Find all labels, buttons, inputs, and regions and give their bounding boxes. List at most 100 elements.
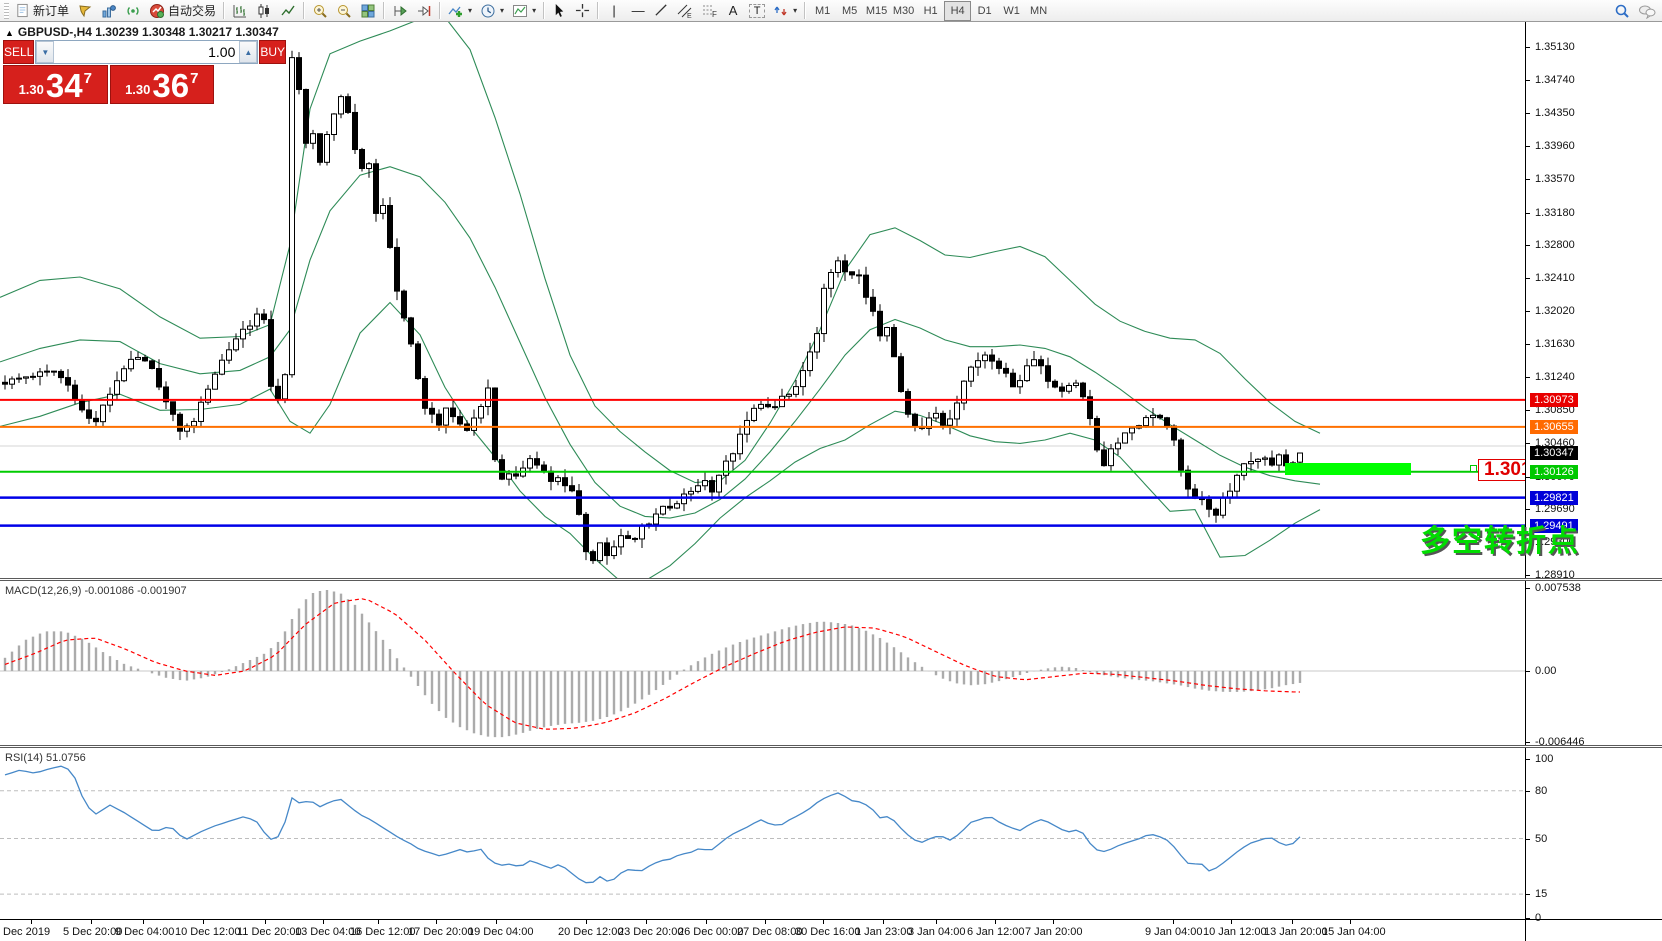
time-axis-label: Dec 2019 <box>3 926 51 938</box>
zoom-in-icon <box>314 4 327 18</box>
volume-input[interactable] <box>54 41 240 63</box>
cursor-button[interactable] <box>548 1 571 21</box>
buy-price-button[interactable]: 1.30 36 7 <box>109 65 214 104</box>
candlestick-icon <box>258 3 270 18</box>
main-chart-row: ▲ GBPUSD-,H4 1.30239 1.30348 1.30217 1.30… <box>0 22 1662 581</box>
timeframe-button-d1[interactable]: D1 <box>971 1 998 21</box>
price-badge: 1.30126 <box>1530 464 1578 479</box>
time-tick <box>91 920 92 924</box>
toolbar-separator <box>223 2 226 19</box>
arrows-button[interactable]: ▾ <box>769 1 801 21</box>
fibonacci-icon: F <box>703 5 717 19</box>
trendline-handle[interactable] <box>1470 465 1477 472</box>
macd-pane[interactable]: MACD(12,26,9) -0.001086 -0.001907 <box>0 581 1525 745</box>
periods-button[interactable]: ▾ <box>476 1 508 21</box>
timeframe-button-h4[interactable]: H4 <box>944 0 972 21</box>
timeframe-button-mn[interactable]: MN <box>1025 1 1052 21</box>
scale-tick-label: 1.31240 <box>1535 371 1575 384</box>
time-axis-label: 9 Jan 04:00 <box>1145 926 1203 938</box>
sell-price-button[interactable]: 1.30 34 7 <box>3 65 108 104</box>
time-tick <box>1053 920 1054 924</box>
scale-tick-label: 1.29300 <box>1535 535 1575 548</box>
pane-splitter[interactable] <box>0 578 1662 581</box>
volume-increase-button[interactable]: ▲ <box>239 41 258 63</box>
line-chart-button[interactable] <box>276 1 300 21</box>
timeframe-button-w1[interactable]: W1 <box>998 1 1025 21</box>
trendline-button[interactable] <box>650 1 673 21</box>
time-axis-label: 7 Jan 20:00 <box>1025 926 1083 938</box>
indicators-button[interactable]: ▾ <box>444 1 476 21</box>
scale-tick <box>1526 80 1530 82</box>
scale-tick <box>1526 575 1530 576</box>
window-collapse-icon[interactable]: ▲ <box>5 28 14 38</box>
scale-tick <box>1526 838 1530 840</box>
text-button[interactable]: A <box>721 1 745 21</box>
scale-tick <box>1526 759 1530 760</box>
timeframe-button-m15[interactable]: M15 <box>863 1 890 21</box>
alerts-button[interactable] <box>73 1 97 21</box>
auto-scroll-icon <box>394 5 407 16</box>
timeframe-button-h1[interactable]: H1 <box>917 1 944 21</box>
macd-chart[interactable] <box>0 581 1525 745</box>
time-axis-label: 13 Dec 04:00 <box>295 926 361 938</box>
time-tick <box>143 920 144 924</box>
macd-row: MACD(12,26,9) -0.001086 -0.001907 0.0075… <box>0 581 1662 748</box>
new-order-button[interactable]: 新订单 <box>11 1 73 21</box>
toolbar-grip[interactable] <box>4 2 9 19</box>
channel-icon: E <box>677 4 692 19</box>
auto-scroll-button[interactable] <box>388 1 412 21</box>
price-scale[interactable]: 1.35130 1.34740 1.34350 1.33960 1.33570 1.331… <box>1525 22 1662 581</box>
scale-tick-label: 0 <box>1535 912 1542 924</box>
scale-tick <box>1526 476 1530 478</box>
timeframe-button-m30[interactable]: M30 <box>890 1 917 21</box>
pane-splitter[interactable] <box>0 745 1662 748</box>
vertical-line-button[interactable]: | <box>602 1 626 21</box>
candlestick-chart-button[interactable] <box>252 1 276 21</box>
candlestick-chart[interactable] <box>0 22 1525 578</box>
macd-scale[interactable]: 0.007538 0.00 -0.006446 <box>1525 581 1662 748</box>
time-tick <box>995 920 996 924</box>
time-axis[interactable]: Dec 2019 5 Dec 20:00 9 Dec 04:00 10 Dec 12:… <box>0 919 1525 941</box>
auto-trading-button[interactable]: 自动交易 <box>145 1 220 21</box>
main-chart-pane[interactable]: ▲ GBPUSD-,H4 1.30239 1.30348 1.30217 1.30… <box>0 22 1525 578</box>
crosshair-icon <box>576 3 590 18</box>
crosshair-button[interactable] <box>571 1 594 21</box>
buy-price-big: 36 <box>152 67 190 104</box>
price-note-label[interactable]: 1.30138 <box>1478 459 1525 481</box>
zoom-in-button[interactable] <box>308 1 332 21</box>
zoom-out-button[interactable] <box>332 1 356 21</box>
auto-trading-label: 自动交易 <box>168 4 217 18</box>
equidistant-channel-button[interactable]: E <box>673 1 697 21</box>
toolbar-separator <box>383 2 386 19</box>
rsi-scale[interactable]: 100 80 50 15 0 <box>1525 748 1662 924</box>
horizontal-line-button[interactable]: — <box>626 1 650 21</box>
bar-chart-button[interactable] <box>228 1 252 21</box>
volume-decrease-button[interactable]: ▼ <box>36 41 55 63</box>
chat-button[interactable] <box>1634 1 1660 21</box>
timeframe-button-m5[interactable]: M5 <box>836 1 863 21</box>
toolbar-separator <box>439 2 442 19</box>
scale-tick-label: 1.33570 <box>1535 173 1575 186</box>
timeframe-button-m1[interactable]: M1 <box>809 1 836 21</box>
scale-tick-label: 0.007538 <box>1535 582 1581 594</box>
signals-button[interactable] <box>121 1 145 21</box>
rsi-pane[interactable]: RSI(14) 51.0756 <box>0 748 1525 919</box>
time-tick <box>706 920 707 924</box>
text-label-button[interactable]: T <box>745 1 769 21</box>
chart-shift-button[interactable] <box>412 1 436 21</box>
templates-button[interactable]: ▾ <box>508 1 540 21</box>
price-badge: 1.30655 <box>1530 419 1578 434</box>
rsi-chart[interactable] <box>0 748 1525 919</box>
market-watch-button[interactable] <box>97 1 121 21</box>
toolbar-separator <box>804 2 807 19</box>
scale-tick-label: 1.34740 <box>1535 74 1575 87</box>
fibonacci-button[interactable]: F <box>697 1 721 21</box>
search-button[interactable] <box>1610 1 1634 21</box>
turning-point-annotation[interactable]: 多空转折点 <box>1420 525 1580 558</box>
sell-button[interactable]: SELL <box>3 40 35 64</box>
macd-label: MACD(12,26,9) -0.001086 -0.001907 <box>5 585 187 597</box>
tile-windows-button[interactable] <box>356 1 380 21</box>
buy-button[interactable]: BUY <box>259 40 287 64</box>
indicators-icon <box>448 6 463 17</box>
price-badge: 1.29491 <box>1530 518 1578 533</box>
